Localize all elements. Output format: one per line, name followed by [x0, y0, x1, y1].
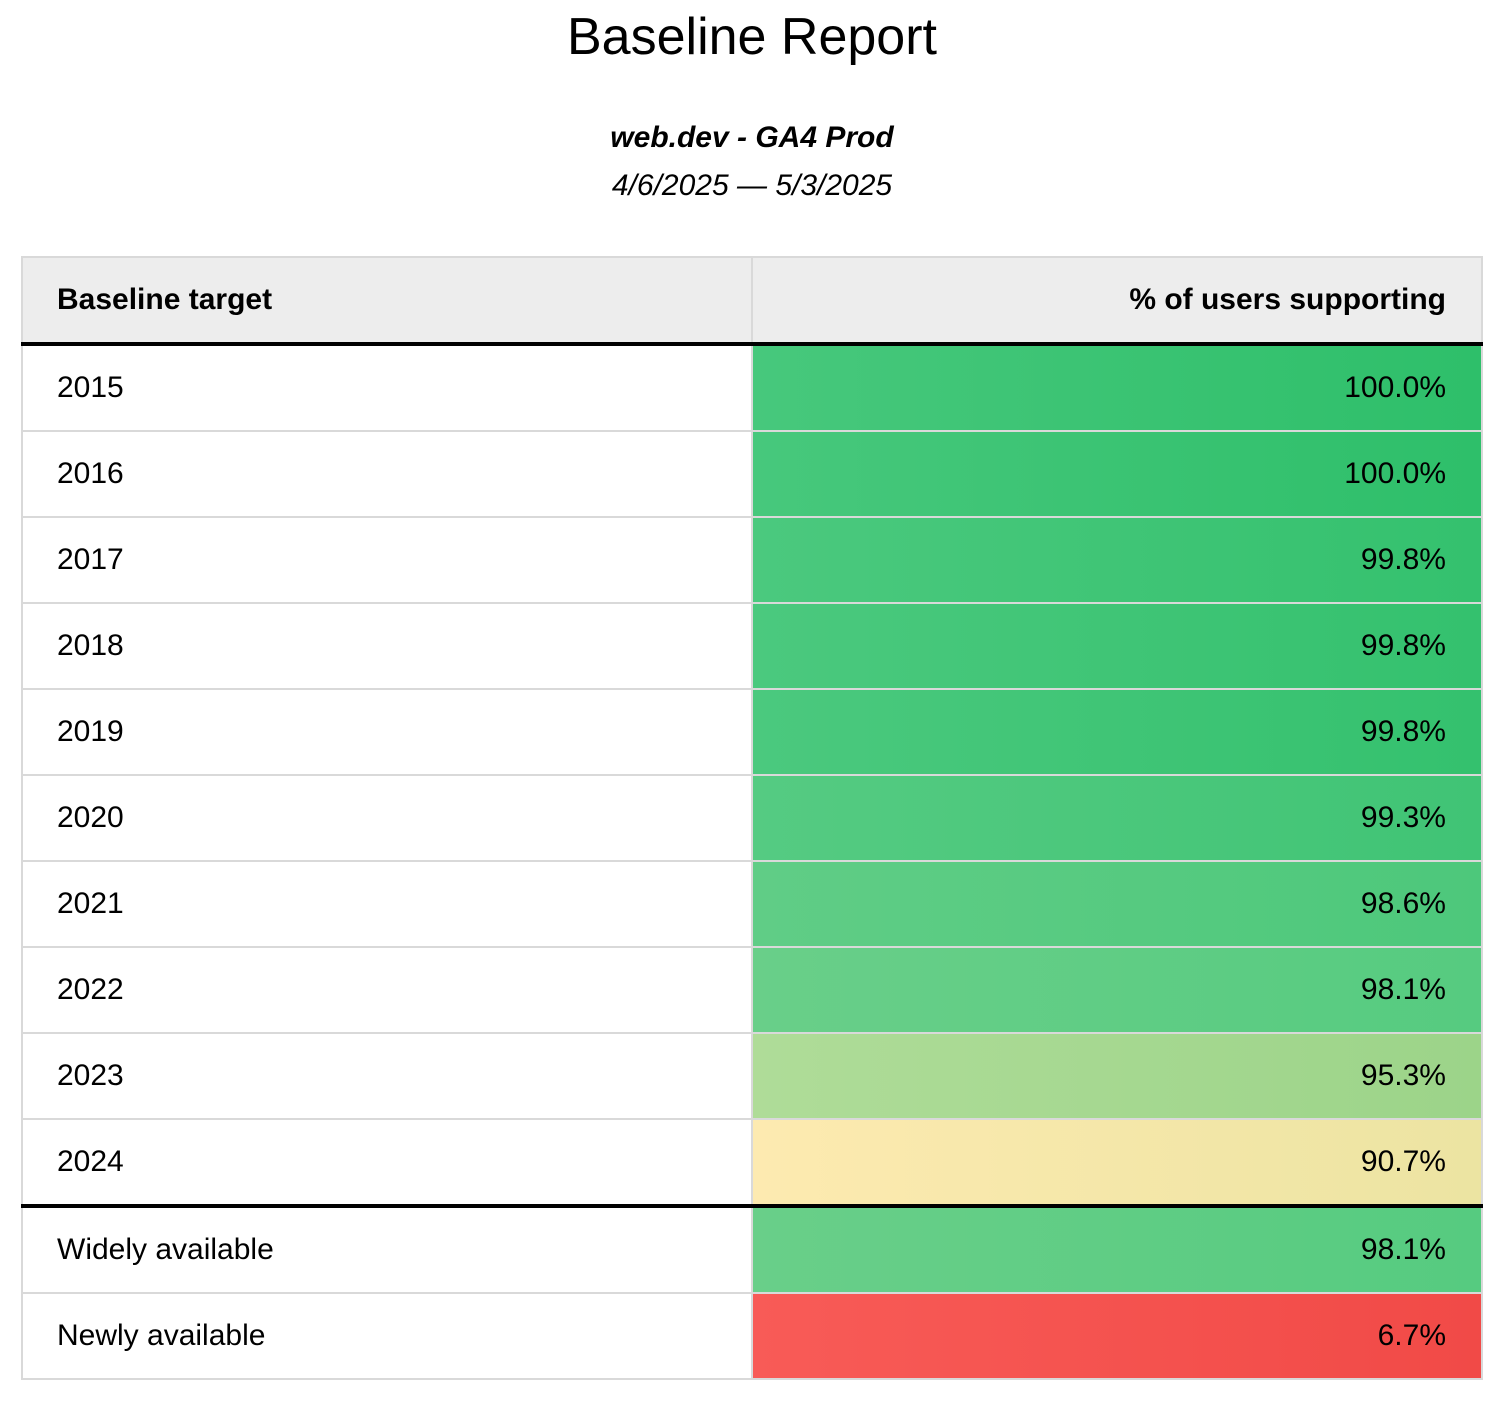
baseline-target-cell: 2015 — [21, 342, 753, 432]
table-row: 2015 100.0% — [21, 342, 1483, 432]
column-header-percent-users-supporting: % of users supporting — [751, 255, 1483, 346]
baseline-target-cell: 2024 — [21, 1117, 753, 1207]
percent-supporting-cell: 98.6% — [751, 859, 1483, 948]
table-row: Newly available 6.7% — [21, 1291, 1483, 1380]
baseline-target-cell: 2023 — [21, 1031, 753, 1120]
baseline-target-cell: 2020 — [21, 773, 753, 862]
baseline-target-cell: 2022 — [21, 945, 753, 1034]
baseline-target-cell: Widely available — [21, 1203, 753, 1294]
percent-supporting-cell: 99.3% — [751, 773, 1483, 862]
baseline-target-cell: 2016 — [21, 429, 753, 518]
page-title: Baseline Report — [567, 8, 937, 66]
baseline-target-cell: 2018 — [21, 601, 753, 690]
table-row: 2019 99.8% — [21, 687, 1483, 776]
date-range: 4/6/2025 — 5/3/2025 — [611, 168, 893, 202]
table-row: 2023 95.3% — [21, 1031, 1483, 1120]
percent-supporting-cell: 99.8% — [751, 601, 1483, 690]
table-row: 2017 99.8% — [21, 515, 1483, 604]
table-header-row: Baseline target % of users supporting — [21, 255, 1483, 346]
table-row: 2020 99.3% — [21, 773, 1483, 862]
table-row: 2016 100.0% — [21, 429, 1483, 518]
baseline-table: Baseline target % of users supporting 20… — [21, 255, 1483, 1380]
report-subheader: web.dev - GA4 Prod 4/6/2025 — 5/3/2025 — [0, 114, 1504, 210]
percent-supporting-cell: 99.8% — [751, 687, 1483, 776]
table-row: 2021 98.6% — [21, 859, 1483, 948]
percent-supporting-cell: 100.0% — [751, 342, 1483, 432]
percent-supporting-cell: 6.7% — [751, 1291, 1483, 1380]
percent-supporting-cell: 98.1% — [751, 1203, 1483, 1294]
percent-supporting-cell: 95.3% — [751, 1031, 1483, 1120]
table-row: Widely available 98.1% — [21, 1203, 1483, 1294]
percent-supporting-cell: 99.8% — [751, 515, 1483, 604]
table-row: 2018 99.8% — [21, 601, 1483, 690]
table-row: 2022 98.1% — [21, 945, 1483, 1034]
percent-supporting-cell: 100.0% — [751, 429, 1483, 518]
percent-supporting-cell: 98.1% — [751, 945, 1483, 1034]
percent-supporting-cell: 90.7% — [751, 1117, 1483, 1207]
table-row: 2024 90.7% — [21, 1117, 1483, 1207]
baseline-target-cell: Newly available — [21, 1291, 753, 1380]
baseline-target-cell: 2021 — [21, 859, 753, 948]
baseline-report-page: Baseline Report web.dev - GA4 Prod 4/6/2… — [0, 8, 1504, 1380]
baseline-target-cell: 2017 — [21, 515, 753, 604]
baseline-target-cell: 2019 — [21, 687, 753, 776]
property-name: web.dev - GA4 Prod — [610, 120, 894, 154]
column-header-baseline-target: Baseline target — [21, 255, 753, 346]
